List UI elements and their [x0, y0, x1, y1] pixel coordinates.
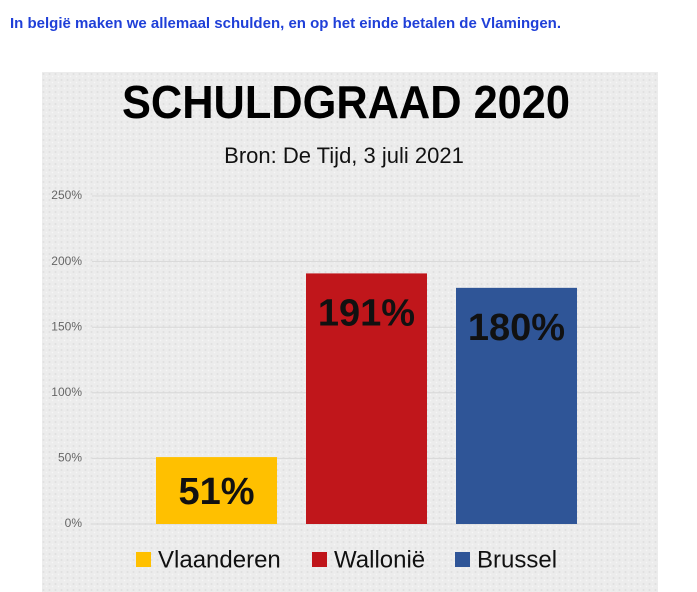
legend-swatch — [136, 552, 151, 567]
bar — [306, 273, 427, 524]
legend-label: Brussel — [477, 546, 557, 573]
bar — [156, 457, 277, 524]
chart-title: SCHULDGRAAD 2020 — [122, 76, 570, 128]
y-tick-label: 50% — [58, 451, 82, 465]
y-tick-label: 150% — [51, 319, 82, 333]
page-header: In belgië maken we allemaal schulden, en… — [10, 15, 561, 32]
value-label: 180% — [468, 307, 565, 349]
y-tick-label: 0% — [65, 516, 83, 530]
value-label: 191% — [318, 292, 415, 334]
legend-swatch — [455, 552, 470, 567]
y-tick-label: 250% — [51, 188, 82, 202]
legend-label: Vlaanderen — [158, 546, 281, 573]
legend-swatch — [312, 552, 327, 567]
y-tick-label: 100% — [51, 385, 82, 399]
value-label: 51% — [178, 471, 254, 513]
legend-label: Wallonië — [334, 546, 425, 573]
y-tick-label: 200% — [51, 254, 82, 268]
bar — [456, 287, 577, 524]
chart-subtitle: Bron: De Tijd, 3 juli 2021 — [224, 143, 464, 168]
